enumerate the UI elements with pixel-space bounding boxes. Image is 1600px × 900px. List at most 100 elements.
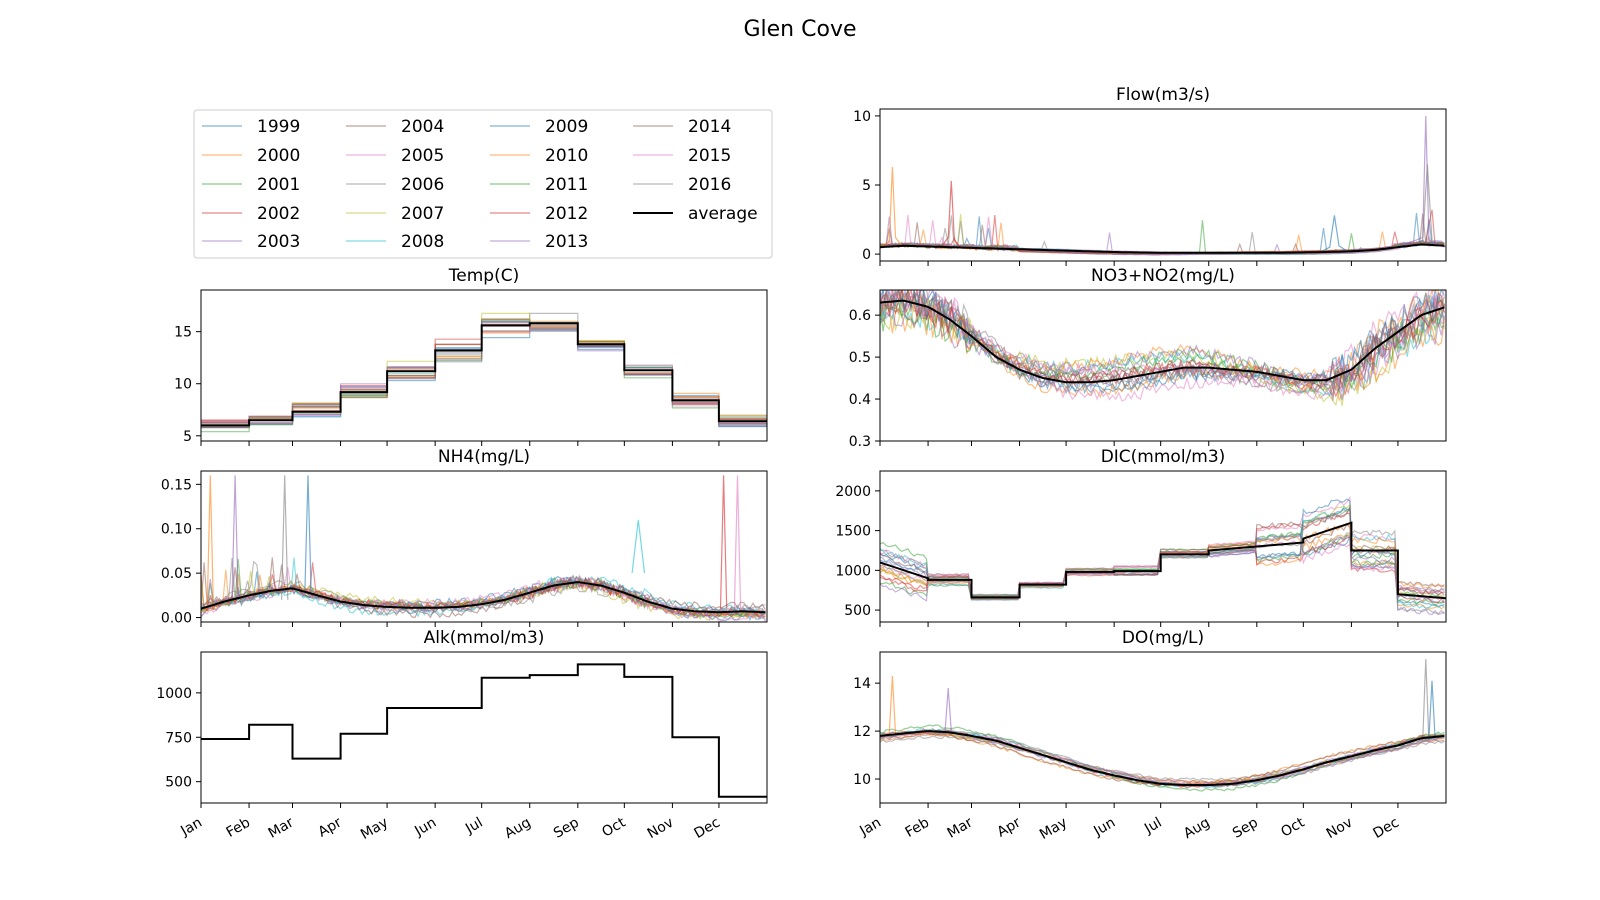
series-line-temp (201, 330, 767, 424)
x-tick-label-alk: Feb (224, 815, 254, 841)
plot-area-do (880, 659, 1445, 792)
series-line-temp (201, 323, 767, 425)
spike-line-nh4 (304, 475, 312, 591)
spike-line-flow (941, 180, 962, 248)
legend-label: 2006 (401, 175, 444, 195)
average-line-flow (880, 243, 1445, 254)
x-tick-label-alk: Nov (645, 815, 677, 843)
legend-label: 2003 (257, 232, 300, 252)
x-tick-label-alk: Aug (502, 815, 534, 843)
x-tick-label-do: Jun (1090, 815, 1118, 840)
y-tick-label-nh4: 0.05 (161, 566, 192, 582)
y-tick-label-no3: 0.3 (849, 434, 871, 450)
x-tick-label-alk: Jul (462, 815, 486, 838)
series-line-no3 (880, 290, 1445, 390)
x-tick-label-do: Sep (1230, 815, 1261, 842)
series-line-do (880, 732, 1445, 784)
x-tick-label-do: Feb (903, 815, 933, 841)
series-line-do (880, 731, 1445, 787)
spike-line-flow (1321, 215, 1346, 252)
average-line-temp (201, 322, 767, 427)
y-tick-label-nh4: 0.10 (161, 522, 192, 538)
spike-line-flow (1414, 164, 1446, 248)
legend-label: 1999 (257, 117, 300, 137)
y-tick-label-do: 10 (853, 772, 871, 788)
plot-area-no3 (880, 290, 1445, 407)
y-tick-label-temp: 10 (174, 377, 192, 393)
y-tick-label-flow: 0 (862, 247, 871, 263)
spike-line-nh4 (231, 475, 239, 600)
subplot-temp: 5 10 15 Temp(C) (174, 266, 768, 446)
legend-label: 2005 (401, 146, 444, 166)
average-line-nh4 (201, 581, 766, 614)
axes-frame-dic (879, 470, 1447, 623)
spike-line-do (1422, 659, 1430, 741)
spike-line-do (888, 675, 897, 734)
legend-label: 2012 (545, 204, 588, 224)
y-tick-label-nh4: 0.15 (161, 477, 192, 493)
y-tick-label-no3: 0.5 (849, 350, 871, 366)
average-line-dic (880, 521, 1446, 600)
axes-frame-no3 (879, 289, 1447, 442)
series-line-do (880, 731, 1445, 787)
spike-line-flow (880, 166, 903, 248)
series-line-temp (201, 318, 767, 427)
spike-line-do (944, 687, 952, 732)
series-line-temp (201, 328, 767, 424)
subplot-title-no3: NO3+NO2(mg/L) (1091, 266, 1235, 286)
legend-label: average (688, 204, 758, 224)
y-tick-label-dic: 500 (844, 603, 871, 619)
y-tick-label-alk: 750 (165, 730, 192, 746)
subplots: 0 5 10 Flow(m3/s) 5 10 15 Temp(C) 0.3 0.4 0.5 0.6 NO… (156, 85, 1447, 843)
y-tick-label-temp: 15 (174, 325, 192, 341)
y-tick-label-flow: 5 (862, 178, 871, 194)
average-line-alk (201, 663, 767, 798)
legend-frame (193, 109, 773, 259)
plot-area-flow (880, 115, 1446, 256)
subplot-title-dic: DIC(mmol/m3) (1101, 447, 1226, 467)
y-tick-label-alk: 1000 (156, 686, 192, 702)
average-line-no3 (880, 299, 1445, 384)
y-tick-label-temp: 5 (183, 429, 192, 445)
subplot-title-temp: Temp(C) (448, 266, 519, 286)
series-line-temp (201, 312, 767, 424)
subplot-title-do: DO(mg/L) (1122, 628, 1204, 648)
series-line-temp (201, 322, 767, 426)
legend-label: 2015 (688, 146, 731, 166)
subplot-nh4: 0.00 0.05 0.10 0.15 NH4(mg/L) (161, 447, 768, 627)
x-tick-label-do: Jan (856, 815, 884, 840)
x-tick-label-do: Aug (1181, 815, 1213, 843)
x-tick-label-do: Apr (995, 814, 1024, 840)
series-line-do (880, 732, 1445, 787)
spike-line-do (1428, 680, 1436, 739)
x-tick-label-alk: Dec (691, 815, 722, 842)
legend-label: 2016 (688, 175, 731, 195)
plot-area-temp (201, 312, 767, 433)
series-line-no3 (880, 290, 1445, 392)
legend-label: 2009 (545, 117, 588, 137)
y-tick-label-alk: 500 (165, 775, 192, 791)
subplot-flow: 0 5 10 Flow(m3/s) (853, 85, 1447, 266)
subplot-title-alk: Alk(mmol/m3) (424, 628, 545, 648)
legend-label: 2010 (545, 146, 588, 166)
x-tick-label-alk: Sep (551, 815, 582, 842)
spike-line-nh4 (281, 475, 289, 600)
subplot-alk: 500 750 1000 Jan Feb Mar Apr May Jun Jul Aug Sep Oct… (156, 628, 768, 843)
subplot-title-flow: Flow(m3/s) (1116, 85, 1210, 105)
y-tick-label-dic: 1500 (835, 524, 871, 540)
legend-label: 2004 (401, 117, 444, 137)
series-line-temp (201, 323, 767, 423)
series-line-dic (880, 523, 1445, 600)
x-tick-label-do: Nov (1324, 815, 1356, 843)
subplot-title-nh4: NH4(mg/L) (438, 447, 530, 467)
y-tick-label-dic: 2000 (835, 484, 871, 500)
y-tick-label-nh4: 0.00 (161, 611, 192, 627)
axes-frame-alk (200, 651, 768, 804)
x-tick-label-do: Oct (1278, 814, 1307, 840)
axes-frame-do (879, 651, 1447, 804)
average-line-do (880, 730, 1445, 786)
legend: 1999 2000 2001 2002 2003 2004 2005 2006 2007 2008… (193, 109, 773, 259)
axes-frame-temp (200, 289, 768, 442)
x-tick-label-alk: May (358, 815, 391, 843)
legend-label: 2000 (257, 146, 300, 166)
